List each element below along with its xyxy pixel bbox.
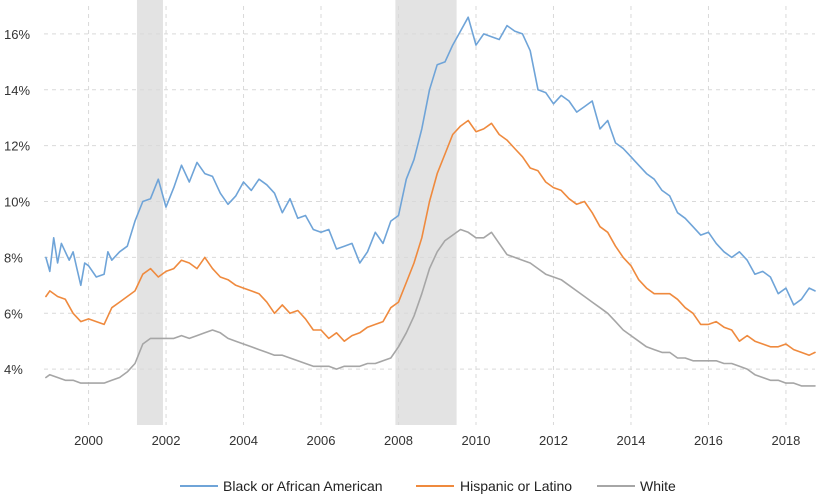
series-lines <box>45 16 816 387</box>
legend-label-hispanic-or-latino: Hispanic or Latino <box>460 478 572 494</box>
x-tick-label: 2014 <box>617 433 646 448</box>
legend-label-black-or-african-american: Black or African American <box>223 478 383 494</box>
x-tick-label: 2008 <box>384 433 413 448</box>
y-tick-label: 14% <box>4 83 30 98</box>
recession-bands <box>136 0 457 425</box>
x-tick-label: 2006 <box>307 433 336 448</box>
y-tick-label: 12% <box>4 139 30 154</box>
x-tick-label: 2018 <box>771 433 800 448</box>
x-tick-label: 2010 <box>462 433 491 448</box>
x-tick-label: 2016 <box>694 433 723 448</box>
y-tick-label: 10% <box>4 195 30 210</box>
recession-band-2 <box>395 0 457 425</box>
series-line-hispanic-or-latino <box>45 119 816 356</box>
legend: Black or African American Hispanic or Lat… <box>180 478 676 494</box>
y-tick-label: 16% <box>4 27 30 42</box>
y-axis-ticks: 4% 6% 8% 10% 12% 14% 16% <box>4 27 30 377</box>
y-tick-label: 4% <box>4 362 23 377</box>
legend-label-white: White <box>640 478 676 494</box>
x-axis-ticks: 2000 2002 2004 2006 2008 2010 2012 2014 2016 2018 <box>74 433 800 448</box>
y-tick-label: 8% <box>4 250 23 265</box>
x-tick-label: 2012 <box>539 433 568 448</box>
x-tick-label: 2002 <box>152 433 181 448</box>
series-line-white <box>45 228 816 387</box>
x-tick-label: 2000 <box>74 433 103 448</box>
recession-band-1 <box>136 0 163 425</box>
y-tick-label: 6% <box>4 306 23 321</box>
x-tick-label: 2004 <box>229 433 258 448</box>
grid <box>44 6 815 425</box>
series-line-black-or-african-american <box>45 16 816 306</box>
